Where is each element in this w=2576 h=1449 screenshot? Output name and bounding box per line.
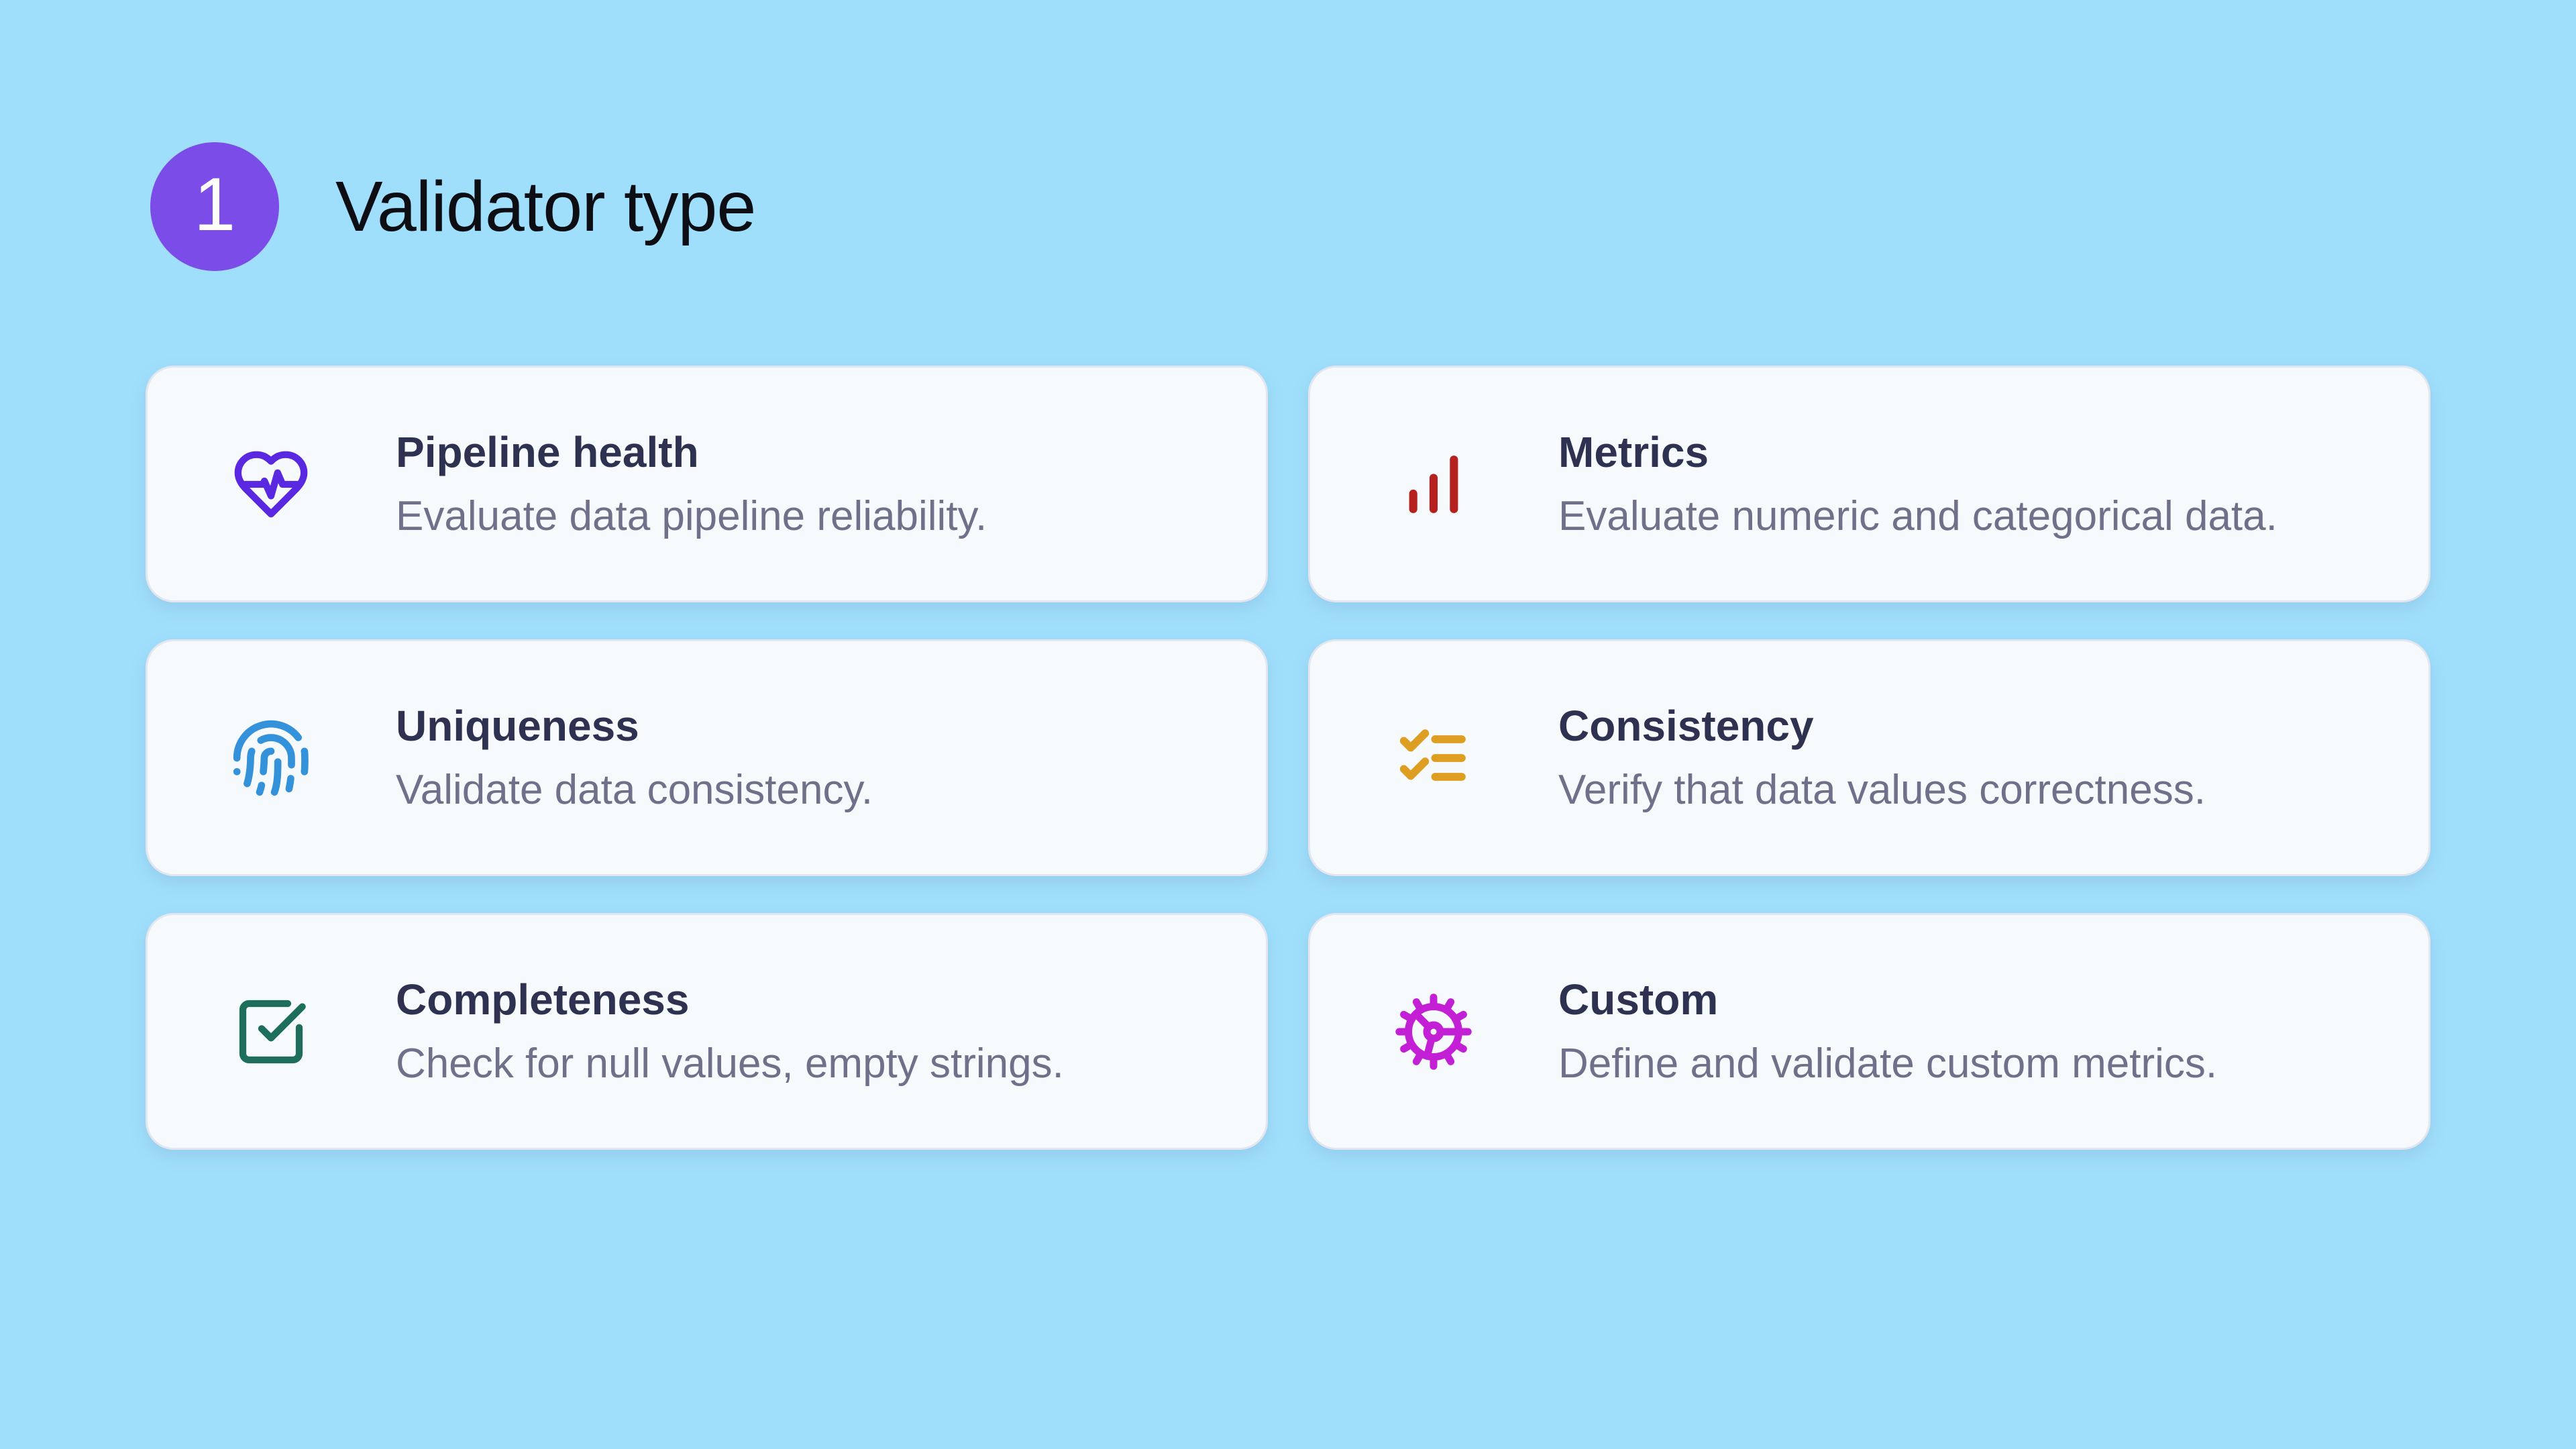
card-title: Uniqueness (396, 702, 639, 751)
heart-pulse-icon (229, 437, 313, 531)
card-title: Pipeline health (396, 428, 699, 477)
bar-chart-icon (1392, 437, 1475, 531)
card-description: Check for null values, empty strings. (396, 1040, 1064, 1087)
card-description: Evaluate data pipeline reliability. (396, 492, 987, 539)
check-square-icon (229, 985, 313, 1079)
card-uniqueness[interactable]: Uniqueness Validate data consistency. (146, 639, 1268, 876)
card-title: Completeness (396, 975, 690, 1024)
card-description: Evaluate numeric and categorical data. (1558, 492, 2277, 539)
page-title: Validator type (335, 166, 756, 246)
card-description: Validate data consistency. (396, 766, 873, 813)
validator-type-grid: Pipeline health Evaluate data pipeline r… (146, 366, 2430, 1150)
card-pipeline-health[interactable]: Pipeline health Evaluate data pipeline r… (146, 366, 1268, 602)
card-title: Consistency (1558, 702, 1814, 751)
card-consistency[interactable]: Consistency Verify that data values corr… (1308, 639, 2430, 876)
step-number-badge: 1 (150, 142, 279, 271)
gear-icon (1392, 985, 1475, 1079)
card-metrics[interactable]: Metrics Evaluate numeric and categorical… (1308, 366, 2430, 602)
card-custom[interactable]: Custom Define and validate custom metric… (1308, 913, 2430, 1150)
fingerprint-icon (229, 711, 313, 805)
card-title: Metrics (1558, 428, 1709, 477)
card-description: Define and validate custom metrics. (1558, 1040, 2218, 1087)
card-completeness[interactable]: Completeness Check for null values, empt… (146, 913, 1268, 1150)
list-checks-icon (1392, 711, 1475, 805)
card-title: Custom (1558, 975, 1719, 1024)
step-number: 1 (193, 162, 236, 246)
card-description: Verify that data values correctness. (1558, 766, 2206, 813)
